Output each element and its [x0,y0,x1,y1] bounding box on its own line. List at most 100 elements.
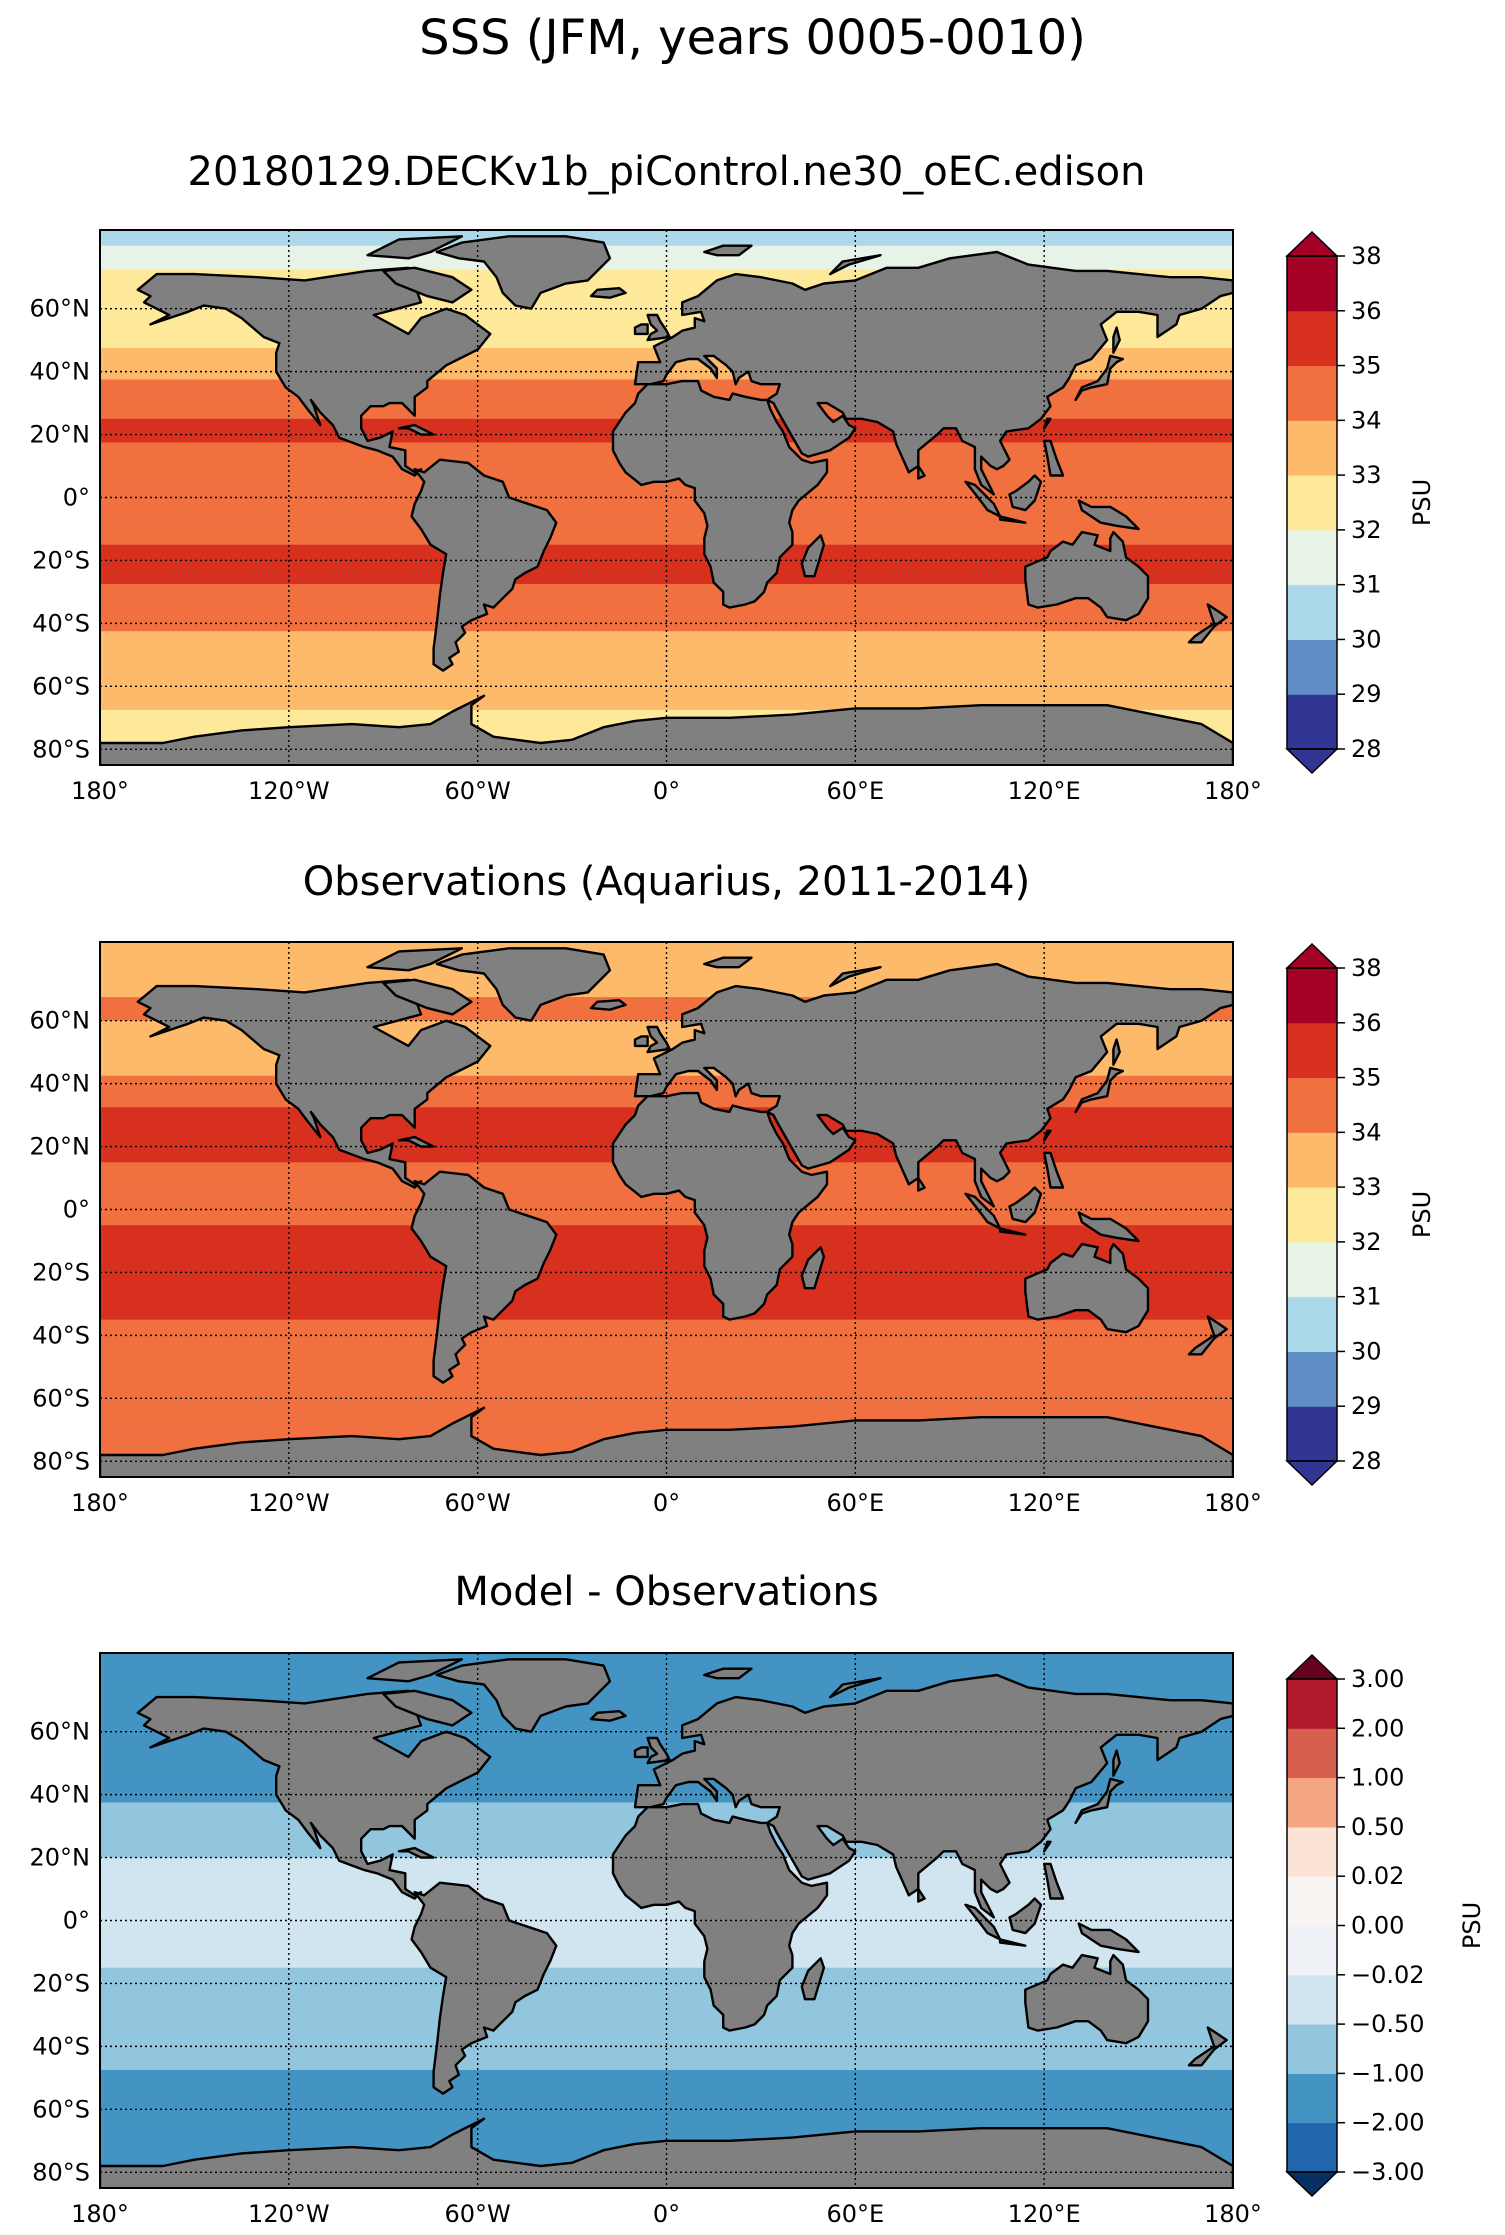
land-iceland [589,1709,627,1722]
land-madagascar [800,1957,826,2001]
land-sri-lanka [917,1176,926,1192]
y-tick-label: 60°S [32,672,90,700]
y-tick-label: 60°N [30,295,91,323]
colorbar-tick-label: 36 [1351,297,1382,325]
ocean-band [100,560,1233,569]
map-panel: 180° 120°W 60°W 0° 60°E 120°E 180° 60°N 40°N 20°N… [30,941,1436,1517]
y-tick-label: 60°S [32,2095,90,2123]
ocean-band [100,2077,1233,2087]
land-sakhalin [1112,1038,1121,1066]
land-japan [1074,1066,1125,1114]
land-australia [1024,530,1150,622]
map-frame [99,229,1234,766]
y-tick-label: 40°N [30,1781,91,1809]
x-tick-label: 60°E [826,1489,884,1517]
ocean-band [100,269,1233,278]
ocean-band [100,245,1233,255]
land-borneo [1008,1897,1043,1935]
colorbar-tick-label: 30 [1351,1337,1382,1365]
colorbar-tick-label: 3.00 [1351,1665,1404,1693]
y-tick-label: 20°S [32,1258,90,1286]
ocean-band [100,1676,1233,1686]
ocean-band [100,1327,1233,1336]
ocean-band [100,505,1233,514]
map-field [100,942,1233,1477]
land-ireland [633,1746,649,1759]
x-tick-label: 120°E [1008,777,1081,805]
ocean-band [100,1256,1233,1266]
ocean-band [100,1967,1233,1977]
land-taiwan [1042,1129,1052,1142]
ocean-band [100,568,1233,577]
y-tick-label: 0° [63,1196,90,1224]
land-sakhalin [1112,1749,1121,1777]
ocean-band [100,654,1233,664]
y-tick-label: 0° [63,484,90,512]
colorbar-segment [1287,256,1337,312]
colorbar-tick-label: 35 [1351,352,1382,380]
map-frame [99,1652,1234,2189]
land-africa [611,1802,829,2032]
colorbar-segment [1287,2073,1337,2124]
panel-title: Observations (Aquarius, 2011-2014) [303,859,1030,905]
colorbar-tick-label: 29 [1351,680,1382,708]
x-tick-label: 120°E [1008,2200,1081,2228]
ocean-band [100,1020,1233,1030]
ocean-band [100,2022,1233,2032]
colorbar-segment [1287,639,1337,695]
ocean-band [100,544,1233,554]
ocean-band [100,1991,1233,2000]
colorbar-segment [1287,1925,1337,1976]
colorbar-extend-low [1285,1460,1339,1487]
ocean-band [100,1708,1233,1717]
x-tick-label: 180° [71,2200,129,2228]
y-tick-label: 80°S [32,1447,90,1475]
land-australia [1024,1953,1150,2045]
ocean-band [100,237,1233,247]
land-eurasia [633,1673,1233,1919]
colorbar-tick-label: 28 [1351,1447,1382,1475]
land-new-guinea [1077,1211,1140,1243]
ocean-band [100,678,1233,687]
colorbar-tick-label: 0.02 [1351,1862,1404,1890]
ocean-band [100,709,1233,719]
colorbar-segment [1287,1679,1337,1729]
land-baffin [382,1689,473,1727]
ocean-band [100,2101,1233,2110]
y-tick-label: 40°N [30,1070,91,1098]
ocean-band [100,513,1233,522]
x-tick-label: 0° [653,777,680,805]
ocean-band [100,489,1233,499]
colorbar-segment [1287,2024,1337,2074]
colorbar-tick-label: 31 [1351,1283,1382,1311]
ocean-band [100,997,1233,1006]
ocean-band [100,1936,1233,1945]
colorbar-tick-label: 38 [1351,954,1382,982]
ocean-band [100,942,1233,951]
ocean-band [100,1912,1233,1922]
land-africa [611,1091,829,1321]
ocean-band [100,965,1233,975]
ocean-band [100,1217,1233,1226]
colorbar-segment [1287,1296,1337,1352]
colorbar-tick-label: −0.50 [1351,2010,1425,2038]
colorbar-segment [1287,310,1337,367]
land-ellesmere [366,235,464,260]
ocean-band [100,1390,1233,1399]
ocean-band [100,639,1233,648]
x-tick-label: 120°E [1008,1489,1081,1517]
colorbar-segment [1287,1351,1337,1407]
figure-suptitle: SSS (JFM, years 0005-0010) [419,10,1086,66]
ocean-band [100,1382,1233,1392]
ocean-band [100,957,1233,967]
ocean-band [100,1653,1233,1662]
land-south-america [410,458,558,672]
colorbar-segment [1287,1132,1337,1188]
land-philippines [1042,1151,1065,1189]
colorbar-segment [1287,475,1337,531]
land-new-guinea [1077,499,1140,531]
land-novaya-zemlya [829,966,882,988]
ocean-band [100,2046,1233,2055]
y-tick-label: 40°S [32,1321,90,1349]
